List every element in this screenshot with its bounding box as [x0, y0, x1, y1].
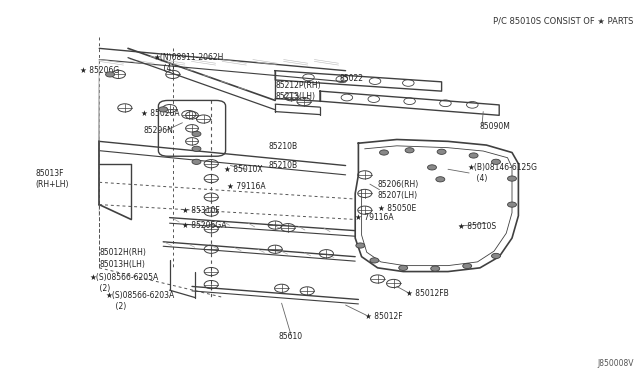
- Circle shape: [356, 243, 365, 248]
- Circle shape: [192, 159, 201, 164]
- Circle shape: [436, 177, 445, 182]
- Text: ★(B)08146-6125G
    (4): ★(B)08146-6125G (4): [467, 163, 537, 183]
- Text: ★ 85310F: ★ 85310F: [182, 206, 220, 215]
- Circle shape: [508, 176, 516, 181]
- Circle shape: [370, 258, 379, 263]
- Circle shape: [463, 263, 472, 269]
- Text: J850008V: J850008V: [597, 359, 634, 368]
- Text: 85212P(RH)
85213(LH): 85212P(RH) 85213(LH): [275, 81, 321, 101]
- Circle shape: [492, 253, 500, 259]
- Text: ★ 85010X: ★ 85010X: [224, 165, 262, 174]
- Circle shape: [437, 149, 446, 154]
- Text: ★ 85050E: ★ 85050E: [378, 204, 416, 213]
- Text: ★ 79116A: ★ 79116A: [355, 213, 394, 222]
- Text: ★ 85206GA: ★ 85206GA: [182, 221, 227, 230]
- Text: 85210B: 85210B: [269, 142, 298, 151]
- Circle shape: [159, 107, 168, 112]
- Text: 85296N: 85296N: [144, 126, 174, 135]
- Text: ★ 85020A: ★ 85020A: [141, 109, 179, 118]
- Text: ★(S)08566-6205A
    (2): ★(S)08566-6205A (2): [90, 273, 159, 293]
- Text: P/C 85010S CONSIST OF ★ PARTS: P/C 85010S CONSIST OF ★ PARTS: [493, 17, 634, 26]
- Circle shape: [508, 202, 516, 207]
- Circle shape: [469, 153, 478, 158]
- Circle shape: [428, 165, 436, 170]
- Circle shape: [399, 265, 408, 270]
- Text: 85610: 85610: [278, 332, 303, 341]
- Text: 85090M: 85090M: [480, 122, 511, 131]
- Text: ★(N)08911-2062H
    (4): ★(N)08911-2062H (4): [154, 53, 224, 73]
- Circle shape: [192, 146, 201, 151]
- Circle shape: [192, 131, 201, 137]
- Text: ★(S)08566-6203A
    (2): ★(S)08566-6203A (2): [106, 291, 175, 311]
- Circle shape: [492, 159, 500, 164]
- Circle shape: [106, 72, 115, 77]
- Text: ★ 79116A: ★ 79116A: [227, 182, 266, 190]
- Circle shape: [380, 150, 388, 155]
- Text: 85012H(RH)
85013H(LH): 85012H(RH) 85013H(LH): [99, 248, 146, 269]
- Text: 85022: 85022: [339, 74, 364, 83]
- Text: ★ 85206G: ★ 85206G: [80, 66, 119, 75]
- Text: 85210B: 85210B: [269, 161, 298, 170]
- Text: ★ 85012F: ★ 85012F: [365, 312, 403, 321]
- Text: 85206(RH)
85207(LH): 85206(RH) 85207(LH): [378, 180, 419, 200]
- Text: ★ 85012FB: ★ 85012FB: [406, 289, 449, 298]
- Circle shape: [431, 266, 440, 271]
- Circle shape: [405, 148, 414, 153]
- Text: ★ 85010S: ★ 85010S: [458, 222, 496, 231]
- Text: 85013F
(RH+LH): 85013F (RH+LH): [35, 169, 68, 189]
